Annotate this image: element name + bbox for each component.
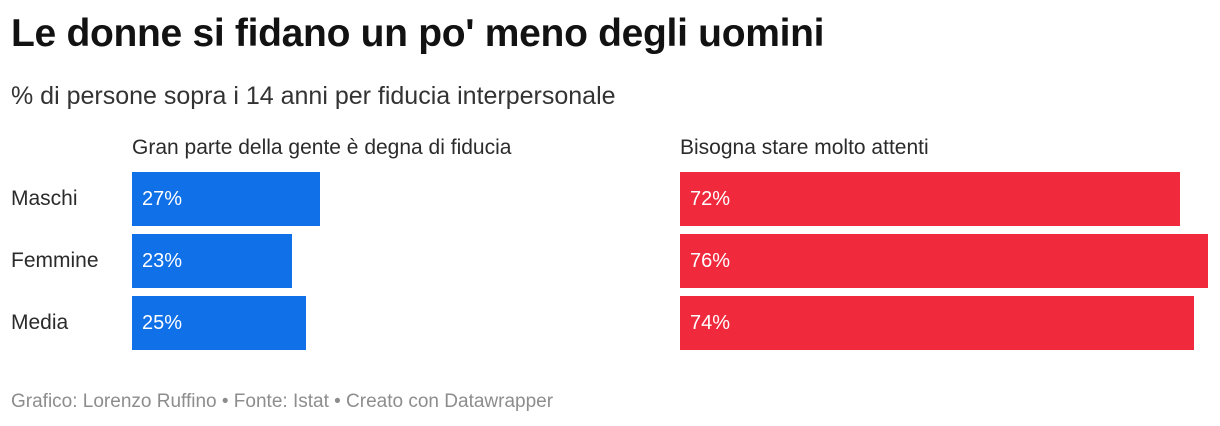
bar-value-label: 72% [690,188,731,210]
row-label: Media [11,311,69,334]
bar-value-label: 27% [142,188,183,210]
chart-title: Le donne si fidano un po' meno degli uom… [11,12,825,55]
bar-value-label: 23% [142,250,183,272]
row-label: Femmine [11,249,99,272]
bar: 25% [132,296,306,350]
panel-title: Gran parte della gente è degna di fiduci… [132,136,512,159]
bar: 72% [680,172,1180,226]
bar: 76% [680,234,1208,288]
bar: 27% [132,172,320,226]
chart-subtitle: % di persone sopra i 14 anni per fiducia… [11,82,616,110]
chart-footer: Grafico: Lorenzo Ruffino • Fonte: Istat … [11,391,554,412]
bar: 23% [132,234,292,288]
bar-value-label: 76% [690,250,731,272]
bar-value-label: 74% [690,312,731,334]
panel-title: Bisogna stare molto attenti [680,136,929,159]
bar-value-label: 25% [142,312,183,334]
bar: 74% [680,296,1194,350]
row-label: Maschi [11,187,78,210]
